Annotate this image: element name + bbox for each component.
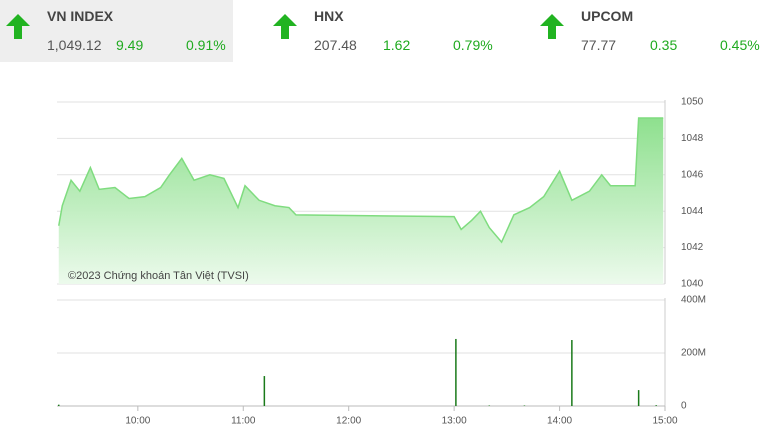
area-fill bbox=[58, 118, 664, 285]
y-tick-label: 400M bbox=[681, 295, 706, 306]
index-change: 9.49 bbox=[116, 37, 144, 53]
price-line bbox=[58, 117, 664, 244]
up-arrow bbox=[540, 14, 564, 39]
up-arrow bbox=[6, 14, 30, 39]
index-value: 1,049.12 bbox=[47, 37, 102, 53]
y-tick-label: 1046 bbox=[681, 169, 704, 180]
y-tick-label: 1042 bbox=[681, 242, 704, 253]
volume-bar bbox=[571, 340, 573, 406]
index-bar: VN INDEX 1,049.12 9.49 0.91% HNX 207.48 1.62 0.… bbox=[0, 0, 764, 62]
volume-bar bbox=[263, 376, 266, 406]
y-tick-label: 0 bbox=[681, 401, 687, 412]
volume-bar bbox=[58, 404, 60, 406]
index-name: HNX bbox=[314, 8, 344, 24]
index-change: 0.35 bbox=[650, 37, 678, 53]
index-name: UPCOM bbox=[581, 8, 634, 24]
index-box: UPCOM 77.77 0.35 0.45% bbox=[534, 0, 764, 62]
x-tick-label: 10:00 bbox=[125, 416, 150, 427]
index-percent: 0.79% bbox=[453, 37, 493, 53]
x-tick-label: 13:00 bbox=[442, 416, 467, 427]
volume-bar bbox=[488, 405, 491, 406]
index-name: VN INDEX bbox=[47, 8, 114, 24]
index-box: HNX 207.48 1.62 0.79% bbox=[267, 0, 500, 62]
index-value: 207.48 bbox=[314, 37, 357, 53]
x-tick-label: 14:00 bbox=[547, 416, 572, 427]
volume-bar bbox=[455, 338, 457, 406]
index-box: VN INDEX 1,049.12 9.49 0.91% bbox=[0, 0, 233, 62]
index-percent: 0.45% bbox=[720, 37, 760, 53]
y-tick-label: 1044 bbox=[681, 206, 704, 217]
up-arrow bbox=[273, 14, 297, 39]
y-tick-label: 1048 bbox=[681, 133, 704, 144]
volume-bar bbox=[523, 405, 526, 406]
volume-bar bbox=[637, 390, 640, 406]
y-tick-label: 1050 bbox=[681, 97, 704, 108]
index-percent: 0.91% bbox=[186, 37, 226, 53]
x-tick-label: 12:00 bbox=[336, 416, 361, 427]
x-tick-label: 15:00 bbox=[652, 416, 677, 427]
index-value: 77.77 bbox=[581, 37, 617, 53]
y-tick-label: 200M bbox=[681, 348, 706, 359]
x-tick-label: 11:00 bbox=[231, 416, 256, 427]
copyright: ©2023 Chứng khoán Tân Việt (TVSI) bbox=[68, 270, 249, 282]
volume-bar bbox=[655, 405, 657, 406]
index-change: 1.62 bbox=[383, 37, 411, 53]
y-tick-label: 1040 bbox=[681, 279, 704, 290]
